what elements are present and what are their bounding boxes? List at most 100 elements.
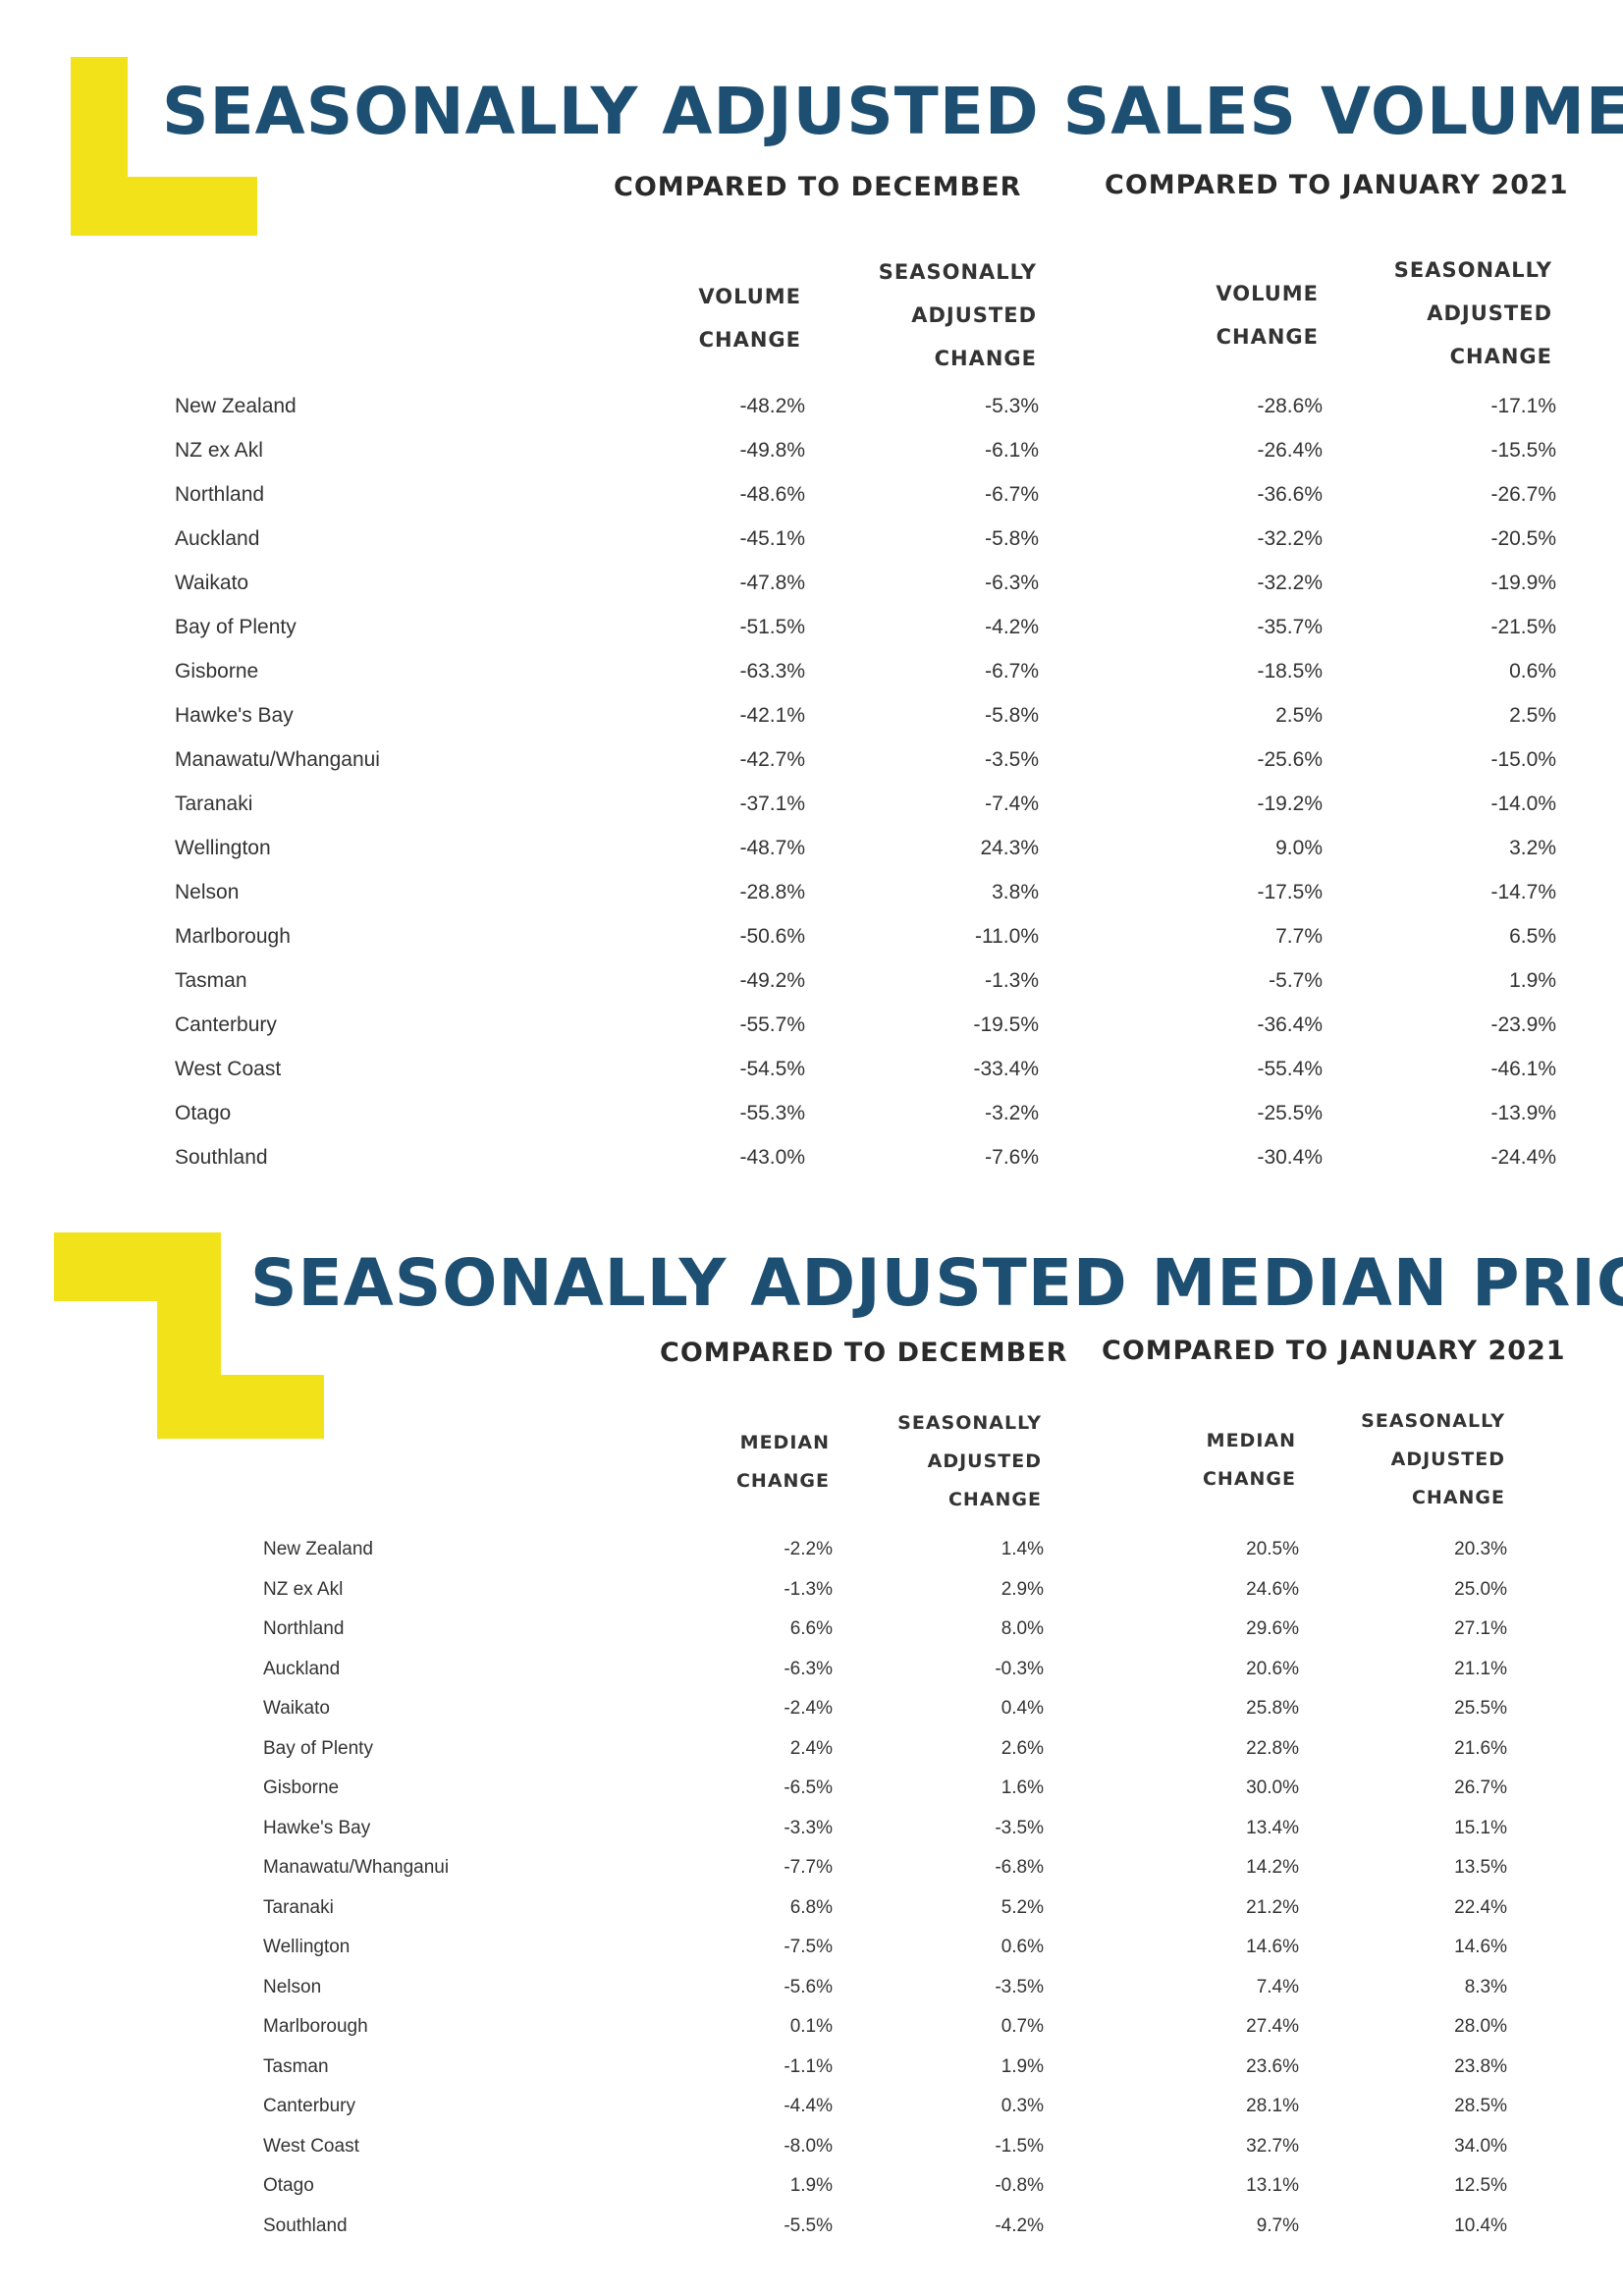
value-cell-v2: 24.3% xyxy=(980,837,1039,859)
value-cell-v1: -28.8% xyxy=(739,881,805,903)
table-row: West Coast -54.5% -33.4% -55.4% -46.1% xyxy=(0,1050,1623,1089)
price-col1-line1: MEDIAN xyxy=(739,1432,830,1453)
region-name: Waikato xyxy=(263,1698,330,1719)
value-cell-v3: 14.2% xyxy=(1246,1857,1299,1878)
value-cell-v4: -21.5% xyxy=(1490,616,1556,638)
table-row: Auckland -6.3% -0.3% 20.6% 21.1% xyxy=(0,1650,1623,1689)
table-row: Manawatu/Whanganui -42.7% -3.5% -25.6% -15.0… xyxy=(0,740,1623,780)
region-name: Nelson xyxy=(175,881,240,903)
value-cell-v3: 30.0% xyxy=(1246,1777,1299,1798)
price-col2-line3: CHANGE xyxy=(947,1489,1042,1510)
value-cell-v3: -55.4% xyxy=(1257,1058,1323,1080)
table-row: Marlborough -50.6% -11.0% 7.7% 6.5% xyxy=(0,917,1623,957)
table-row: Tasman -1.1% 1.9% 23.6% 23.8% xyxy=(0,2048,1623,2087)
sales-col4-header: SEASONALLY ADJUSTED CHANGE xyxy=(1394,248,1552,378)
table-row: Taranaki 6.8% 5.2% 21.2% 22.4% xyxy=(0,1888,1623,1928)
value-cell-v4: 0.6% xyxy=(1509,660,1556,683)
value-cell-v2: 5.2% xyxy=(1001,1896,1044,1918)
value-cell-v3: -35.7% xyxy=(1257,616,1323,638)
table-row: Nelson -5.6% -3.5% 7.4% 8.3% xyxy=(0,1968,1623,2007)
region-name: New Zealand xyxy=(263,1539,373,1559)
table-row: Gisborne -63.3% -6.7% -18.5% 0.6% xyxy=(0,652,1623,691)
table-row: Canterbury -55.7% -19.5% -36.4% -23.9% xyxy=(0,1006,1623,1045)
value-cell-v1: -2.4% xyxy=(784,1698,833,1719)
value-cell-v2: -3.5% xyxy=(995,1976,1044,1997)
value-cell-v4: 20.3% xyxy=(1454,1539,1507,1559)
value-cell-v4: 13.5% xyxy=(1454,1857,1507,1878)
table-row: Gisborne -6.5% 1.6% 30.0% 26.7% xyxy=(0,1769,1623,1808)
value-cell-v4: -15.0% xyxy=(1490,748,1556,771)
price-col4-header: SEASONALLY ADJUSTED CHANGE xyxy=(1361,1402,1505,1517)
table-row: Waikato -47.8% -6.3% -32.2% -19.9% xyxy=(0,564,1623,603)
price-col2-line2: ADJUSTED xyxy=(927,1450,1042,1472)
value-cell-v2: -5.8% xyxy=(985,704,1039,727)
value-cell-v2: 0.7% xyxy=(1001,2016,1044,2037)
value-cell-v1: -51.5% xyxy=(739,616,805,638)
sales-col3-header: VOLUME CHANGE xyxy=(1216,272,1319,358)
table-row: Southland -5.5% -4.2% 9.7% 10.4% xyxy=(0,2207,1623,2246)
region-name: Hawke's Bay xyxy=(175,704,294,727)
value-cell-v2: -6.3% xyxy=(985,572,1039,594)
region-name: Bay of Plenty xyxy=(263,1737,373,1759)
value-cell-v1: -42.7% xyxy=(739,748,805,771)
table-row: Southland -43.0% -7.6% -30.4% -24.4% xyxy=(0,1138,1623,1177)
value-cell-v2: 2.9% xyxy=(1001,1578,1044,1600)
value-cell-v3: -5.7% xyxy=(1269,969,1323,992)
sales-col2-line2: ADJUSTED xyxy=(911,303,1037,327)
region-name: Northland xyxy=(263,1618,345,1639)
region-name: Gisborne xyxy=(263,1777,340,1798)
sales-compare-january: COMPARED TO JANUARY 2021 xyxy=(1105,170,1569,200)
table-row: New Zealand -2.2% 1.4% 20.5% 20.3% xyxy=(0,1530,1623,1569)
value-cell-v4: -15.5% xyxy=(1490,439,1556,462)
value-cell-v3: 20.6% xyxy=(1246,1658,1299,1679)
value-cell-v4: -23.9% xyxy=(1490,1013,1556,1036)
region-name: Waikato xyxy=(175,572,249,594)
value-cell-v1: -1.3% xyxy=(784,1578,833,1600)
table-row: Wellington -7.5% 0.6% 14.6% 14.6% xyxy=(0,1928,1623,1967)
value-cell-v4: 12.5% xyxy=(1454,2175,1507,2196)
value-cell-v1: -55.7% xyxy=(739,1013,805,1036)
value-cell-v4: 3.2% xyxy=(1509,837,1556,859)
price-col1-line2: CHANGE xyxy=(735,1470,830,1492)
region-name: Hawke's Bay xyxy=(263,1817,371,1838)
value-cell-v1: -54.5% xyxy=(739,1058,805,1080)
value-cell-v2: -0.3% xyxy=(995,1658,1044,1679)
value-cell-v1: -48.6% xyxy=(739,483,805,506)
table-row: Nelson -28.8% 3.8% -17.5% -14.7% xyxy=(0,873,1623,912)
value-cell-v2: -6.7% xyxy=(985,660,1039,683)
value-cell-v3: 14.6% xyxy=(1246,1937,1299,1957)
sales-col2-line3: CHANGE xyxy=(934,347,1037,370)
value-cell-v1: -48.2% xyxy=(739,395,805,417)
value-cell-v2: -4.2% xyxy=(985,616,1039,638)
value-cell-v4: 25.0% xyxy=(1454,1578,1507,1600)
value-cell-v4: 26.7% xyxy=(1454,1777,1507,1798)
table-row: Canterbury -4.4% 0.3% 28.1% 28.5% xyxy=(0,2087,1623,2126)
value-cell-v4: -14.7% xyxy=(1490,881,1556,903)
region-name: Southland xyxy=(263,2214,348,2236)
value-cell-v3: 13.4% xyxy=(1246,1817,1299,1838)
value-cell-v2: -6.7% xyxy=(985,483,1039,506)
sales-col1-header: VOLUME CHANGE xyxy=(698,275,801,361)
value-cell-v3: -36.6% xyxy=(1257,483,1323,506)
table-row: Hawke's Bay -3.3% -3.5% 13.4% 15.1% xyxy=(0,1809,1623,1848)
value-cell-v3: -17.5% xyxy=(1257,881,1323,903)
region-name: Marlborough xyxy=(175,925,291,948)
value-cell-v3: 23.6% xyxy=(1246,2055,1299,2077)
value-cell-v4: -14.0% xyxy=(1490,793,1556,815)
region-name: Manawatu/Whanganui xyxy=(175,748,380,771)
price-col4-line1: SEASONALLY xyxy=(1361,1410,1505,1432)
table-row: Wellington -48.7% 24.3% 9.0% 3.2% xyxy=(0,829,1623,868)
sales-col2-header: SEASONALLY ADJUSTED CHANGE xyxy=(879,250,1037,380)
value-cell-v2: 3.8% xyxy=(992,881,1039,903)
table-row: Otago -55.3% -3.2% -25.5% -13.9% xyxy=(0,1094,1623,1133)
value-cell-v3: 2.5% xyxy=(1275,704,1323,727)
value-cell-v4: 10.4% xyxy=(1454,2214,1507,2236)
table-row: NZ ex Akl -1.3% 2.9% 24.6% 25.0% xyxy=(0,1570,1623,1610)
value-cell-v2: -5.8% xyxy=(985,527,1039,550)
value-cell-v3: -25.5% xyxy=(1257,1102,1323,1124)
value-cell-v4: 28.0% xyxy=(1454,2016,1507,2037)
price-col2-header: SEASONALLY ADJUSTED CHANGE xyxy=(897,1404,1042,1519)
value-cell-v2: -4.2% xyxy=(995,2214,1044,2236)
value-cell-v4: 28.5% xyxy=(1454,2096,1507,2116)
value-cell-v3: -25.6% xyxy=(1257,748,1323,771)
